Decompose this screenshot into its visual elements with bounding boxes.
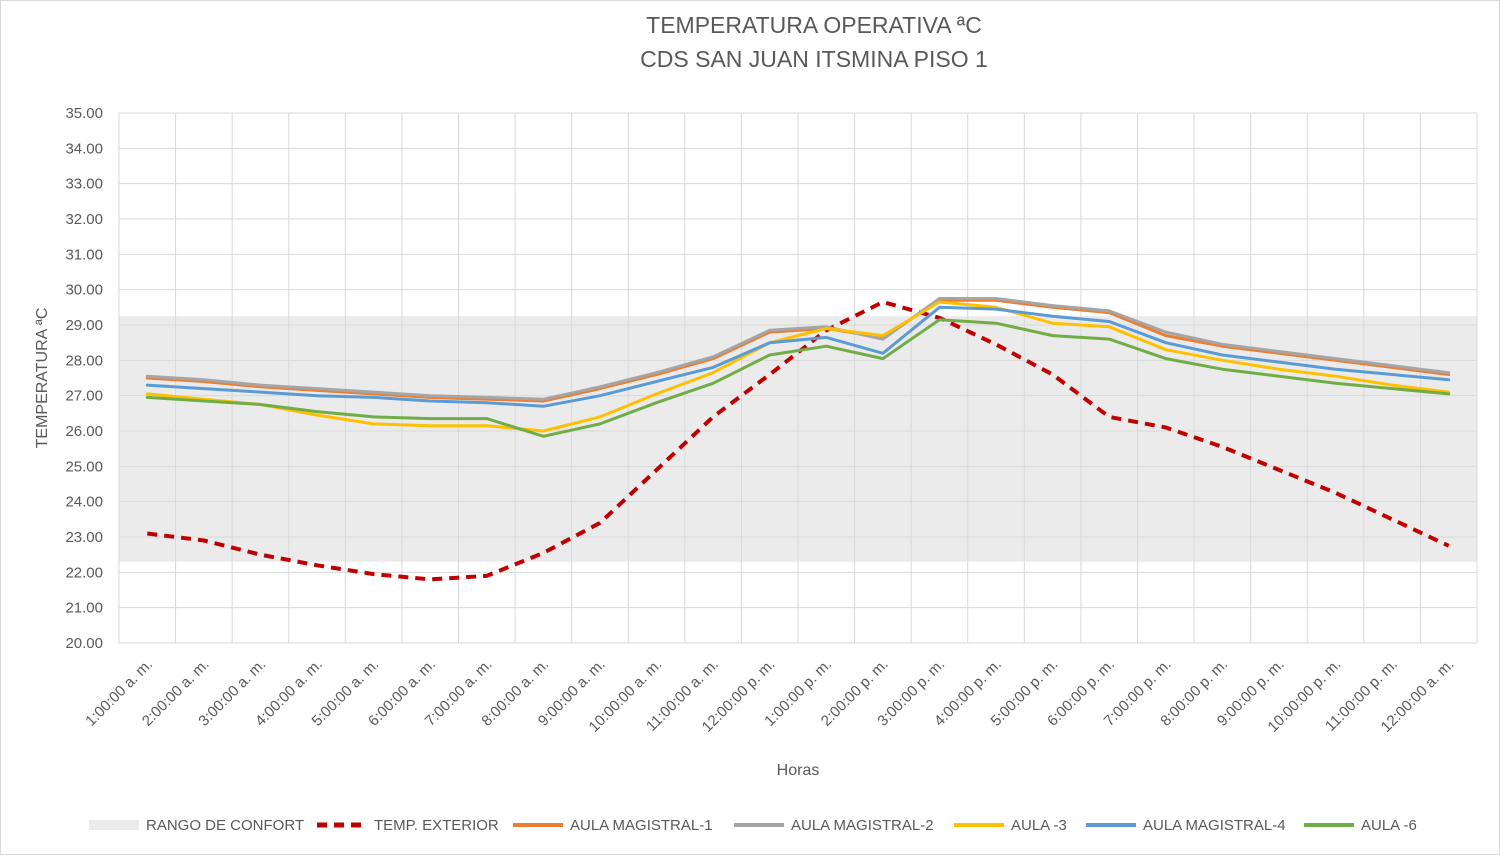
y-tick-label: 31.00 [65,246,103,263]
y-tick-label: 23.00 [65,529,103,546]
chart-title: TEMPERATURA OPERATIVA ªC [646,12,982,38]
y-tick-label: 28.00 [65,352,103,369]
y-tick-label: 30.00 [65,282,103,299]
series-line-aula-magistral-2 [145,297,1451,401]
legend-item: AULA -6 [1304,817,1417,834]
legend-label: AULA MAGISTRAL-2 [791,817,934,834]
x-axis-ticks: 1:00:00 a. m.2:00:00 a. m.3:00:00 a. m.4… [82,656,1457,736]
y-tick-label: 21.00 [65,600,103,617]
y-tick-label: 33.00 [65,176,103,193]
series-line-aula-magistral-4 [145,305,1451,408]
chart-subtitle: CDS SAN JUAN ITSMINA PISO 1 [640,46,988,72]
legend: RANGO DE CONFORT TEMP. EXTERIOR AULA MAGIS… [89,817,1417,834]
legend-label: AULA -3 [1011,817,1067,834]
y-axis-label: TEMPERATURA ªC [34,308,51,449]
legend-item: RANGO DE CONFORT [89,817,304,834]
x-axis-label: Horas [777,762,820,779]
legend-item: AULA -3 [954,817,1067,834]
legend-item: TEMP. EXTERIOR [317,817,499,834]
y-tick-label: 32.00 [65,211,103,228]
y-tick-label: 24.00 [65,494,103,511]
y-tick-label: 34.00 [65,140,103,157]
y-tick-label: 25.00 [65,458,103,475]
legend-item: AULA MAGISTRAL-1 [513,817,713,834]
series-line-temp-exterior [147,300,1450,582]
series-line-aula-6 [145,318,1451,438]
series-line-aula-magistral-1 [145,298,1451,403]
y-tick-label: 26.00 [65,423,103,440]
series-line-aula-3 [145,300,1451,433]
y-tick-label: 35.00 [65,105,103,122]
gridlines [118,112,1478,644]
legend-label: TEMP. EXTERIOR [374,817,499,834]
legend-label: AULA MAGISTRAL-4 [1143,817,1286,834]
y-tick-label: 20.00 [65,635,103,652]
legend-item: AULA MAGISTRAL-2 [734,817,934,834]
y-tick-label: 27.00 [65,388,103,405]
y-axis-ticks: 20.00 21.00 22.00 23.00 24.00 25.00 26.00 27.00… [65,105,103,652]
legend-item: AULA MAGISTRAL-4 [1086,817,1286,834]
series-lines [145,297,1451,582]
legend-label: AULA -6 [1361,817,1417,834]
legend-label: AULA MAGISTRAL-1 [570,817,713,834]
y-tick-label: 29.00 [65,317,103,334]
y-tick-label: 22.00 [65,564,103,581]
legend-swatch [89,820,139,830]
legend-label: RANGO DE CONFORT [146,817,304,834]
